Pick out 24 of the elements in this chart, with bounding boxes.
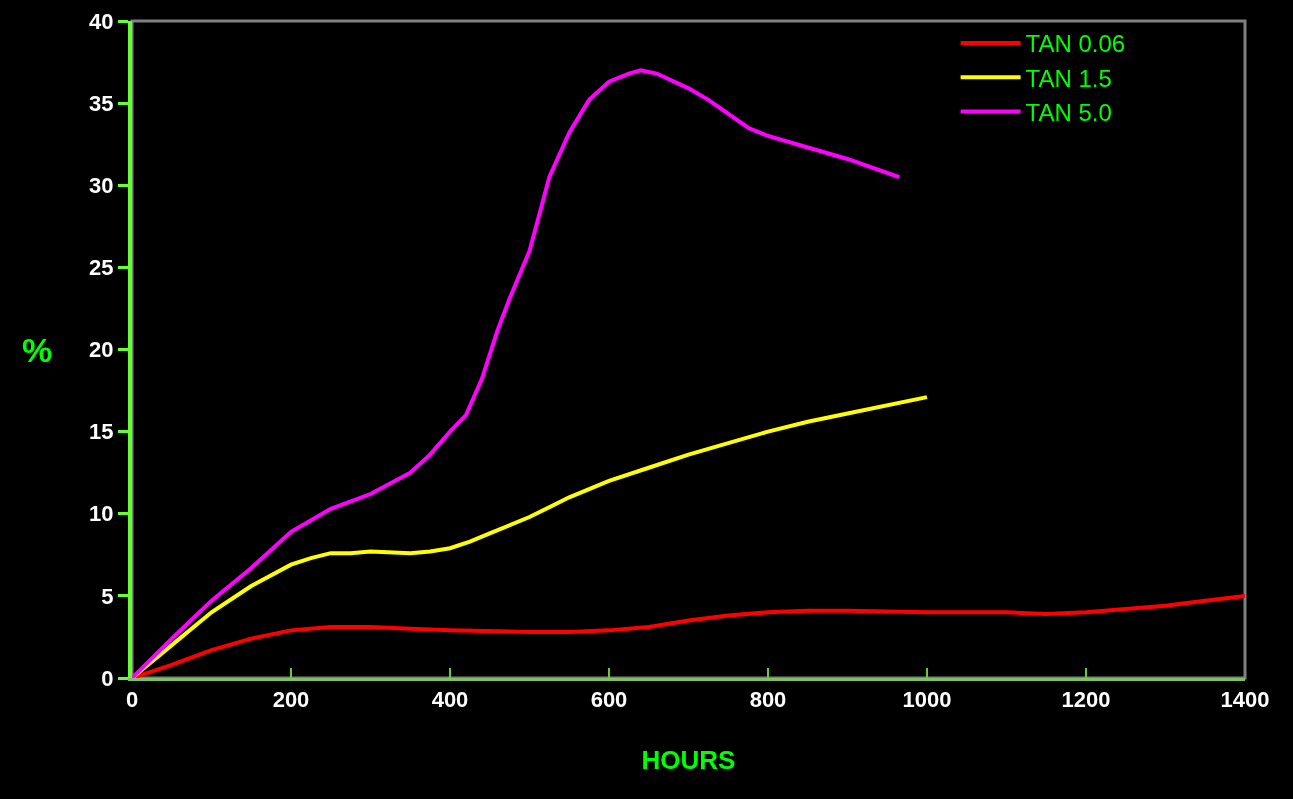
y-tick-label: 20 [89, 337, 114, 363]
y-tick-label: 10 [89, 501, 114, 527]
y-axis-title: % [22, 331, 53, 369]
x-tick-label: 800 [749, 687, 787, 713]
x-tick-label: 200 [272, 687, 310, 713]
y-tick-label: 40 [89, 8, 114, 34]
legend-label: TAN 5.0 [1025, 98, 1112, 126]
x-tick-label: 1400 [1220, 687, 1270, 713]
y-tick-label: 15 [89, 419, 114, 445]
y-tick-label: 0 [101, 665, 114, 691]
y-tick-label: 25 [89, 255, 114, 281]
x-tick-label: 600 [590, 687, 628, 713]
x-tick-label: 400 [431, 687, 469, 713]
x-tick-label: 1200 [1061, 687, 1111, 713]
line-series [132, 395, 929, 678]
legend-label: TAN 1.5 [1025, 64, 1112, 92]
y-tick-label: 35 [89, 90, 114, 116]
x-axis-title: HOURS [641, 745, 736, 776]
legend-label: TAN 0.06 [1025, 30, 1126, 58]
x-tick-label: 0 [125, 687, 139, 713]
x-tick-label: 1000 [902, 687, 952, 713]
y-tick-label: 5 [101, 583, 114, 609]
line-series [132, 68, 902, 678]
y-tick-label: 30 [89, 172, 114, 198]
